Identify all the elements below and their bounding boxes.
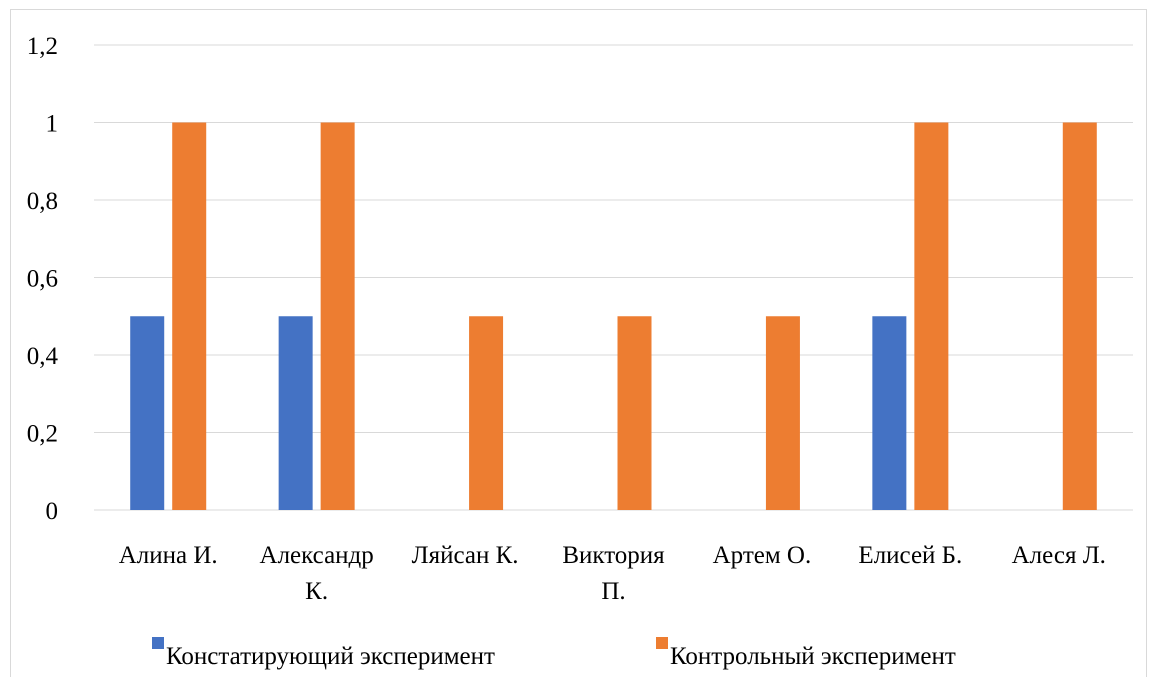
legend-label: Констатирующий эксперимент [166, 643, 495, 670]
bar-series1 [617, 316, 652, 510]
x-category-label: Виктория [562, 542, 665, 569]
y-tick-label: 0,2 [27, 421, 58, 448]
bar-series0 [130, 316, 165, 510]
y-tick-label: 0 [46, 498, 59, 525]
bar-series1 [172, 122, 207, 510]
bar-series1 [765, 316, 800, 510]
x-category-label: К. [305, 578, 328, 605]
y-tick-label: 1 [46, 111, 59, 138]
x-category-label: Алеся Л. [1012, 542, 1106, 569]
bar-series0 [278, 316, 313, 510]
bar-series1 [914, 122, 949, 510]
legend-swatch [152, 637, 164, 649]
bar-series1 [1062, 122, 1097, 510]
y-tick-label: 1,2 [27, 33, 58, 60]
x-category-label: Елисей Б. [858, 542, 962, 569]
bar-series0 [872, 316, 907, 510]
y-tick-label: 0,8 [27, 188, 58, 215]
legend-label: Контрольный эксперимент [670, 643, 956, 670]
x-category-label: Ляйсан К. [412, 542, 519, 569]
bar-series1 [320, 122, 355, 510]
bar-series1 [469, 316, 504, 510]
legend-swatch [656, 637, 668, 649]
y-tick-label: 0,6 [27, 266, 58, 293]
y-tick-label: 0,4 [27, 343, 59, 370]
x-category-label: Александр [260, 542, 374, 569]
x-category-label: П. [601, 578, 625, 605]
x-category-label: Алина И. [119, 542, 218, 569]
x-category-label: Артем О. [713, 542, 812, 569]
chart-frame [10, 9, 1147, 677]
